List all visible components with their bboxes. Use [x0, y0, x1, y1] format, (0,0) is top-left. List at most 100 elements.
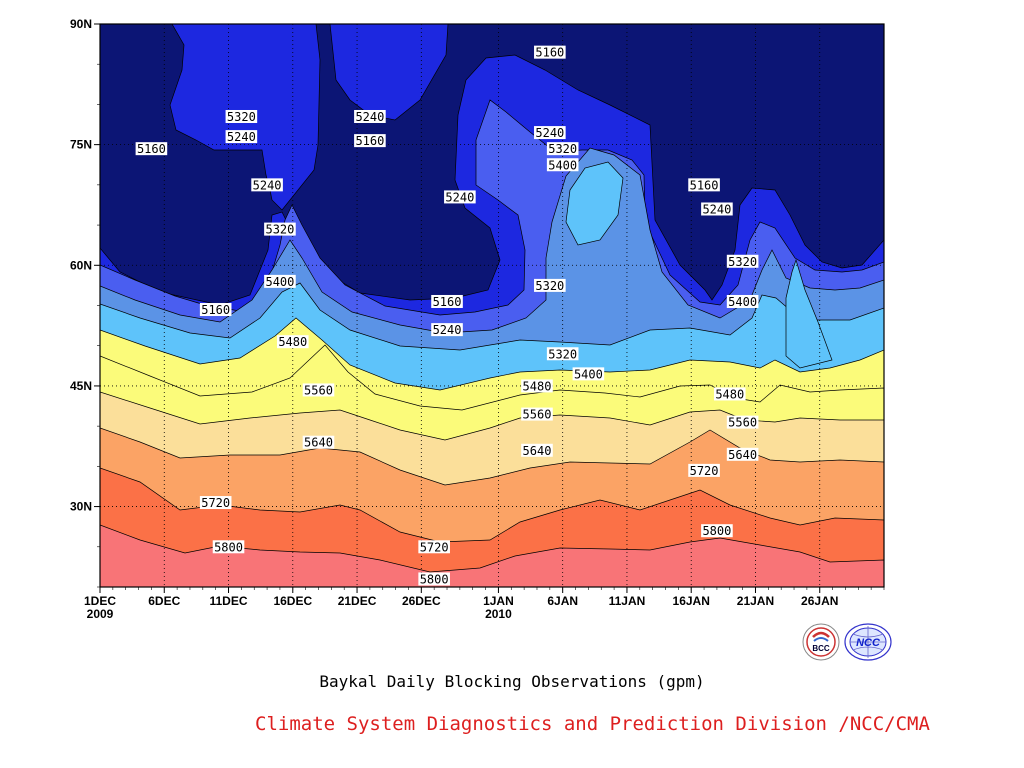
x-tick-label: 11JAN: [609, 594, 646, 608]
contour-label: 5160: [201, 303, 230, 317]
contour-label: 5240: [227, 130, 256, 144]
contour-label: 5400: [265, 275, 294, 289]
contour-label: 5800: [214, 540, 243, 554]
contour-label-box: [418, 540, 450, 554]
contour-label-box: [225, 109, 258, 123]
contour-label: 5800: [702, 524, 731, 538]
contour-label: 5720: [690, 464, 719, 478]
contour-label: 5160: [535, 46, 564, 60]
contour-label: 5240: [535, 126, 564, 140]
contour-label: 5240: [445, 190, 474, 204]
y-tick-label: 45N: [70, 379, 92, 393]
y-tick-label: 75N: [70, 138, 92, 152]
credit-line: Climate System Diagnostics and Predictio…: [255, 713, 930, 735]
bcc-logo: BCC: [802, 623, 840, 661]
contour-label-box: [444, 190, 476, 204]
contour-label-box: [251, 178, 283, 192]
chart-title: Baykal Daily Blocking Observations (gpm): [319, 672, 705, 691]
contour-label-box: [726, 294, 759, 308]
contour-label-box: [199, 496, 232, 510]
contour-label-box: [354, 109, 386, 123]
contour-label: 5720: [201, 496, 230, 510]
contour-band: [785, 258, 833, 369]
contour-label: 5240: [253, 178, 282, 192]
contour-label: 5400: [548, 158, 577, 172]
contour-label: 5160: [137, 142, 166, 156]
contour-label-box: [726, 415, 759, 429]
contour-label: 5320: [548, 142, 577, 156]
contour-label: 5720: [420, 540, 449, 554]
contour-label-box: [431, 294, 463, 308]
contour-label: 5560: [304, 383, 333, 397]
contour-label-box: [264, 222, 296, 236]
contour-label: 5400: [728, 295, 757, 309]
x-tick-label: 16DEC: [273, 594, 312, 608]
y-tick-label: 30N: [70, 500, 92, 514]
contour-label: 5480: [715, 387, 744, 401]
y-tick-label: 90N: [70, 17, 92, 31]
x-tick-label: 11DEC: [210, 594, 248, 608]
contour-labels: 5160 5320 5240 5240 5160 5160 5240 5320 5400 5240…: [135, 45, 759, 586]
ncc-logo: NCC: [844, 623, 892, 661]
contour-label: 5240: [433, 323, 462, 337]
x-tick-year: 2010: [485, 607, 512, 621]
contour-label-box: [688, 463, 720, 477]
contour-label-box: [264, 274, 296, 288]
contour-label-box: [534, 45, 566, 59]
contour-label: 5320: [548, 347, 577, 361]
contour-label: 5160: [355, 134, 384, 148]
contour-label-box: [199, 303, 232, 317]
contour-label-box: [276, 335, 309, 349]
x-tick-year: 2009: [87, 607, 114, 621]
contour-label: 5560: [728, 416, 757, 430]
contour-label: 5160: [690, 178, 719, 192]
contour-label-box: [546, 347, 579, 361]
contour-label-box: [418, 572, 450, 586]
contour-label-box: [572, 367, 605, 381]
contour-label-box: [431, 323, 463, 337]
contour-label: 5240: [355, 110, 384, 124]
contour-label: 5480: [523, 379, 552, 393]
x-tick-label: 6JAN: [547, 594, 578, 608]
x-tick-label: 6DEC: [148, 594, 180, 608]
grid-lines: [100, 24, 884, 587]
contour-label: 5320: [227, 110, 256, 124]
contour-label-box: [701, 202, 733, 216]
x-tick-label: 26DEC: [402, 594, 441, 608]
contour-fills: [100, 24, 884, 587]
contour-label-box: [534, 278, 566, 292]
contour-label-box: [521, 443, 553, 457]
contour-band: [329, 24, 449, 121]
bcc-logo-text: BCC: [812, 644, 830, 653]
contour-label-box: [354, 134, 386, 148]
contour-label-box: [546, 158, 579, 172]
contour-label-box: [713, 387, 746, 401]
contour-label-box: [302, 383, 335, 397]
x-tick-label: 16JAN: [673, 594, 710, 608]
contour-label-box: [546, 142, 579, 156]
contour-label-box: [726, 254, 759, 268]
x-tick-label: 1JAN: [483, 594, 514, 608]
x-tick-label: 26JAN: [801, 594, 838, 608]
contour-label: 5320: [265, 223, 294, 237]
contour-label-box: [521, 407, 553, 421]
ncc-logo-text: NCC: [856, 637, 881, 649]
contour-label: 5160: [433, 295, 462, 309]
contour-label-box: [135, 142, 168, 156]
contour-label: 5480: [278, 335, 307, 349]
contour-label-box: [521, 379, 553, 393]
x-tick-label: 21DEC: [338, 594, 377, 608]
contour-label: 5640: [523, 444, 552, 458]
y-tick-label: 60N: [70, 258, 92, 272]
contour-label-box: [302, 435, 335, 449]
contour-label: 5640: [304, 436, 333, 450]
contour-band: [100, 524, 884, 587]
contour-label: 5800: [420, 572, 449, 586]
contour-label: 5320: [535, 279, 564, 293]
contour-label-box: [225, 130, 258, 144]
contour-band: [565, 161, 624, 246]
contour-label-box: [701, 524, 733, 538]
contour-label: 5640: [728, 448, 757, 462]
